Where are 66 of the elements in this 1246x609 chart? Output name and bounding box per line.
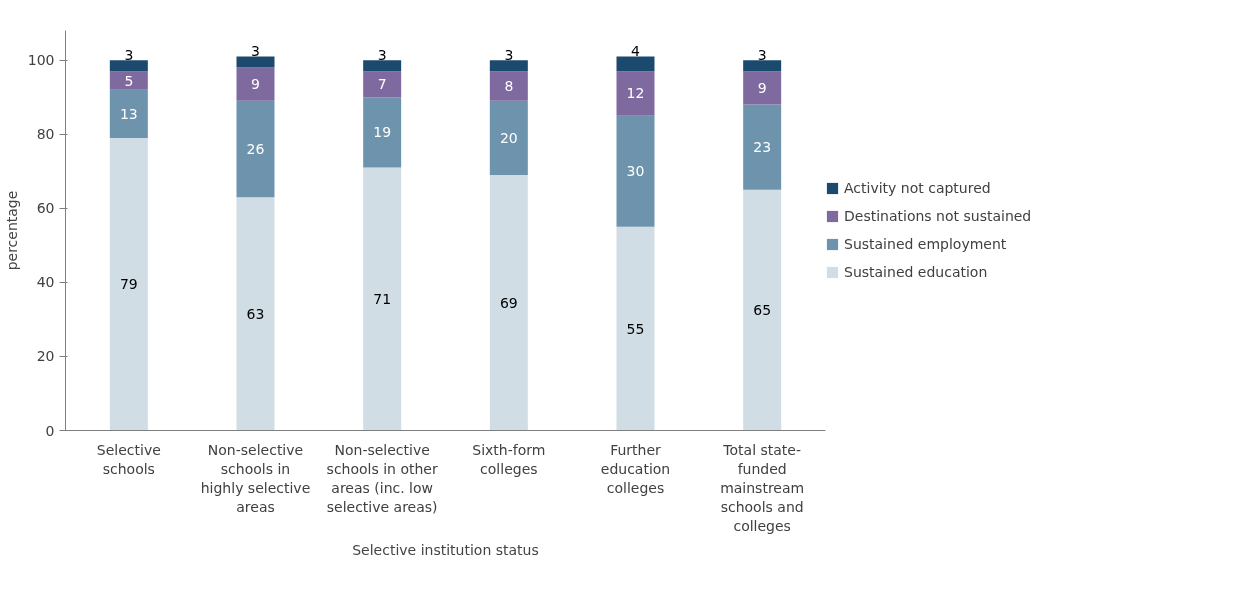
bar: [616, 56, 655, 72]
data-label: 26: [246, 141, 265, 158]
x-tick-label: Sixth-form colleges: [472, 441, 546, 477]
data-label: 63: [246, 305, 265, 322]
data-label: 20: [499, 129, 518, 146]
bar: [109, 60, 148, 72]
bar: [489, 100, 528, 175]
bar: [743, 104, 782, 190]
legend-label: Activity not captured: [844, 180, 991, 196]
x-tick-label: Non-selective schools in other areas (inc. low selective areas): [326, 441, 438, 516]
data-label: 79: [119, 276, 138, 293]
x-tick-label: Total state-funded mainstream schools and colleges: [720, 441, 805, 535]
data-label: 13: [119, 105, 138, 122]
data-label: 4: [631, 43, 641, 60]
bar: [363, 60, 402, 72]
legend-label: Sustained education: [844, 264, 988, 280]
data-label: 30: [626, 163, 645, 180]
bar: [489, 71, 528, 101]
bar: [489, 60, 528, 72]
data-label: 12: [626, 85, 645, 102]
bar: [743, 71, 782, 105]
bar: [236, 197, 275, 431]
bar: [363, 97, 402, 168]
data-label: 3: [504, 47, 514, 64]
bar: [743, 189, 782, 431]
bar: [109, 89, 148, 138]
bar: [363, 167, 402, 431]
bar: [616, 226, 655, 431]
bar: [489, 174, 528, 431]
bar: [109, 137, 148, 431]
bar: [236, 56, 275, 68]
data-label: 3: [757, 47, 767, 64]
bar: [363, 71, 402, 98]
data-label: 3: [124, 47, 134, 64]
data-label: 9: [757, 79, 767, 96]
y-tick-label: 20: [36, 348, 55, 365]
data-label: 69: [499, 294, 518, 311]
data-label: 8: [504, 78, 514, 95]
x-axis-title: Selective institution status: [352, 542, 539, 559]
data-label: 23: [753, 139, 772, 156]
data-label: 3: [251, 43, 260, 60]
bar: [743, 60, 782, 72]
data-label: 5: [124, 72, 134, 89]
y-tick-label: 100: [27, 52, 55, 69]
data-label: 19: [373, 124, 392, 141]
legend-label: Sustained employment: [844, 236, 1007, 252]
bar: [236, 67, 275, 101]
data-label: 3: [377, 47, 387, 64]
x-tick-label: Selective schools: [96, 441, 161, 477]
data-label: 71: [373, 291, 392, 308]
legend-label: Destinations not sustained: [844, 208, 1032, 224]
bar: [616, 71, 655, 116]
y-tick-label: 60: [36, 200, 55, 217]
data-label: 9: [251, 76, 260, 93]
y-axis-title: percentage: [3, 190, 20, 271]
y-tick-label: 0: [45, 422, 55, 439]
x-tick-label: Non-selective schools in highly selective areas: [200, 441, 311, 516]
x-tick-label: Further education colleges: [600, 441, 671, 496]
bar: [236, 100, 275, 198]
bar: [616, 115, 655, 227]
y-tick-label: 40: [36, 274, 55, 291]
data-label: 65: [753, 302, 772, 319]
bar: [109, 71, 148, 90]
data-label: 55: [626, 320, 645, 337]
data-label: 7: [377, 76, 387, 93]
y-tick-label: 80: [36, 126, 55, 143]
